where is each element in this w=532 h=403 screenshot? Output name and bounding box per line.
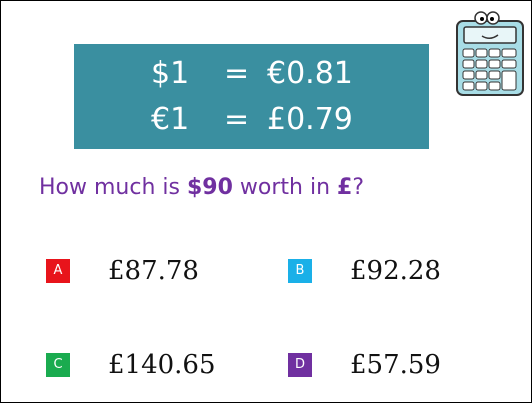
rate-to: £0.79 [267,102,353,137]
option-letter: C [46,353,70,377]
option-answer: £140.65 [108,350,216,380]
answer-option[interactable]: D £57.59 [288,347,508,383]
question: How much is $90 worth in £? [39,175,364,200]
question-part: ? [352,175,365,200]
question-part: $90 [186,175,233,200]
rate-from: €1 [151,102,190,137]
rates-box: $1 = €0.81 €1 = £0.79 [74,44,429,149]
answer-option[interactable]: B £92.28 [288,253,508,289]
rate-row: €1 = £0.79 [74,102,429,142]
rate-to: €0.81 [267,56,353,91]
question-part: How much is [39,175,187,200]
option-letter: D [288,353,312,377]
calculator-icon [456,11,524,96]
rate-from: $1 [151,56,190,91]
question-part: £ [337,175,353,200]
answer-option[interactable]: A £87.78 [46,253,266,289]
rate-row: $1 = €0.81 [74,56,429,96]
option-answer: £57.59 [350,350,441,380]
option-letter: A [46,259,70,283]
answer-option[interactable]: C £140.65 [46,347,266,383]
option-answer: £87.78 [108,256,199,286]
option-answer: £92.28 [350,256,441,286]
option-letter: B [288,259,312,283]
question-part: worth in [232,175,338,200]
rate-equals: = [224,102,250,137]
rate-equals: = [224,56,250,91]
